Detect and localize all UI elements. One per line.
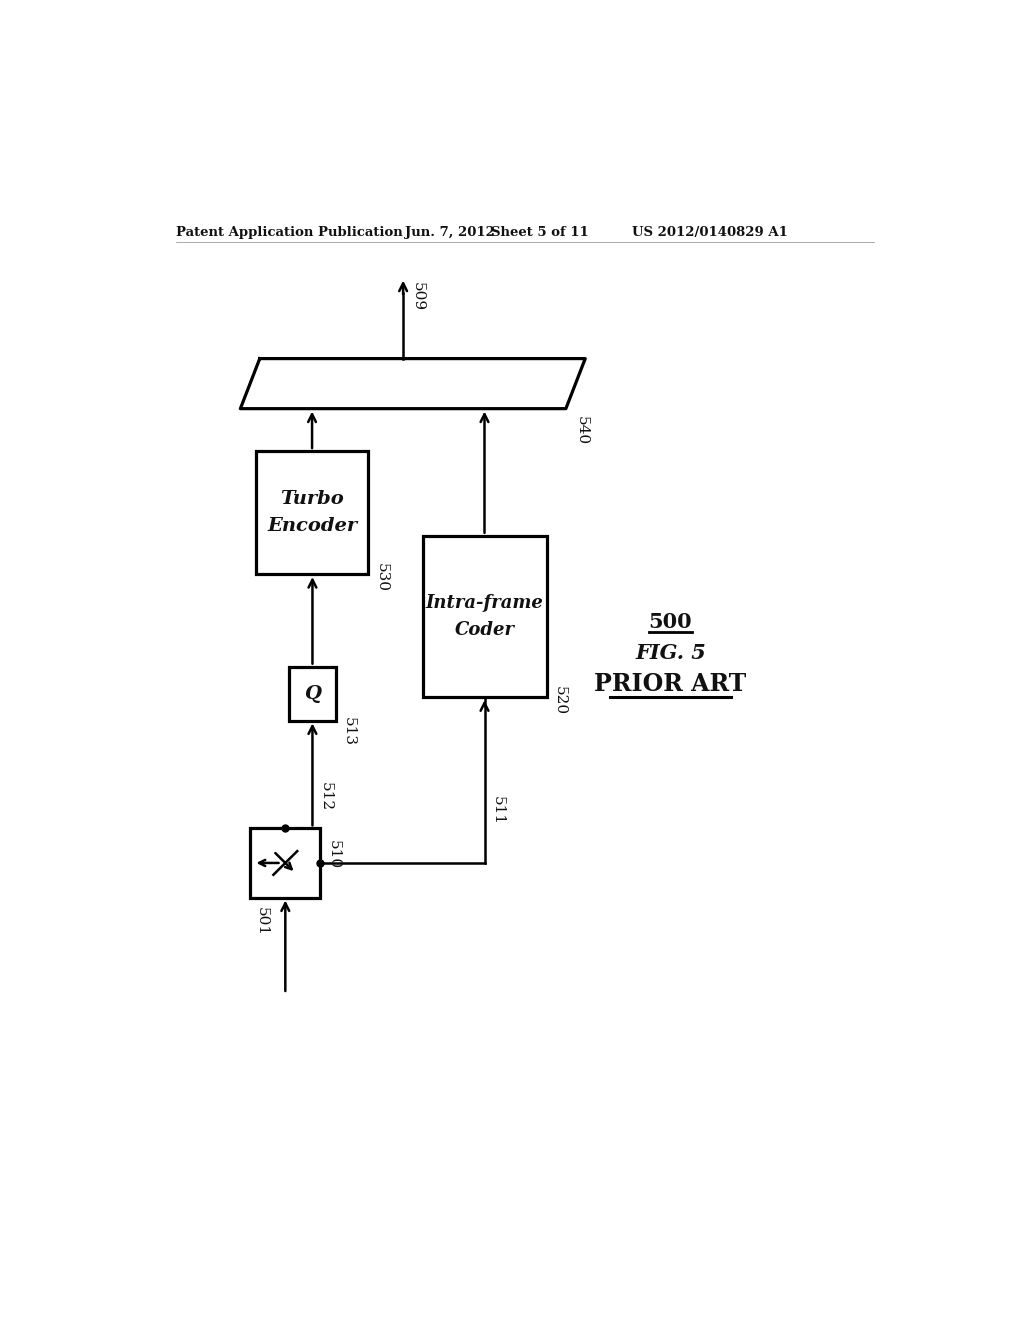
Text: 500: 500 [648, 612, 692, 632]
Text: 520: 520 [553, 686, 566, 715]
Text: FIG. 5: FIG. 5 [635, 643, 706, 663]
Text: 540: 540 [575, 416, 589, 445]
Text: Patent Application Publication: Patent Application Publication [176, 226, 402, 239]
Text: PRIOR ART: PRIOR ART [594, 672, 746, 696]
Bar [251, 829, 321, 898]
Text: Intra-frame: Intra-frame [426, 594, 544, 611]
Text: 512: 512 [318, 781, 333, 812]
Text: 530: 530 [375, 562, 388, 591]
Text: Q: Q [304, 685, 321, 702]
Text: Jun. 7, 2012: Jun. 7, 2012 [406, 226, 496, 239]
Text: 511: 511 [490, 796, 505, 825]
Text: 509: 509 [411, 281, 425, 310]
Text: Encoder: Encoder [267, 517, 357, 536]
Text: Sheet 5 of 11: Sheet 5 of 11 [490, 226, 589, 239]
Text: 510: 510 [327, 840, 340, 869]
Text: 501: 501 [254, 907, 268, 936]
Text: 513: 513 [342, 717, 356, 746]
Bar [289, 667, 336, 721]
Bar [423, 536, 547, 697]
Text: US 2012/0140829 A1: US 2012/0140829 A1 [632, 226, 787, 239]
Text: Turbo: Turbo [281, 490, 344, 508]
Text: Coder: Coder [455, 622, 514, 639]
Bar [256, 451, 369, 574]
